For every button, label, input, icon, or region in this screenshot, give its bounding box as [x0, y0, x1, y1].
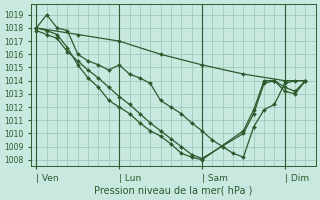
X-axis label: Pression niveau de la mer( hPa ): Pression niveau de la mer( hPa ) — [94, 186, 253, 196]
